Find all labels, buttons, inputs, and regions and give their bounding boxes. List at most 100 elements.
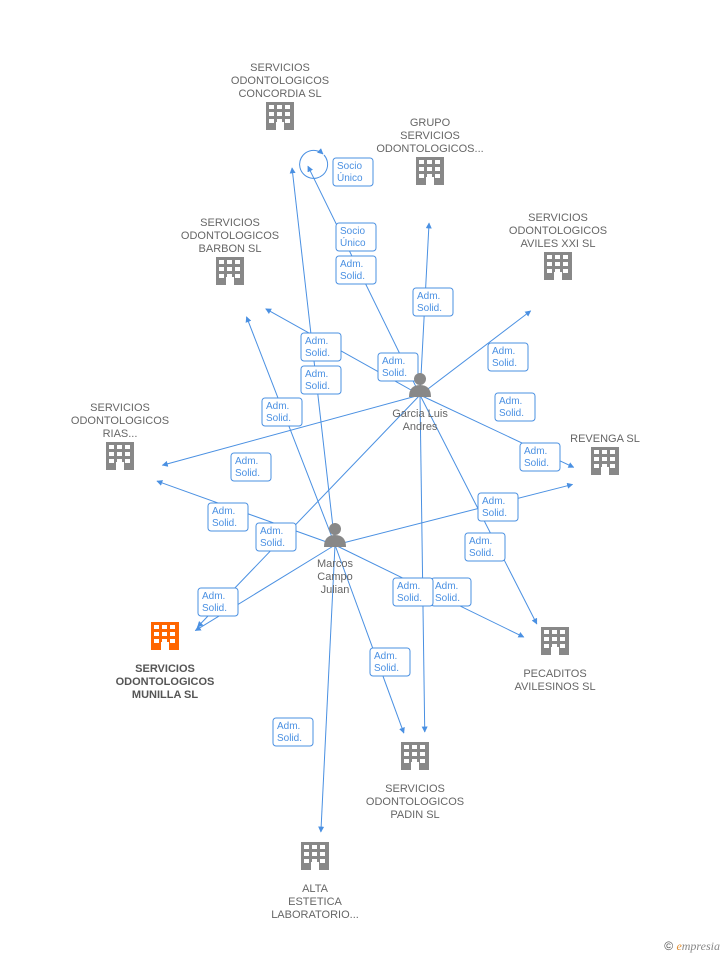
- company-label: ODONTOLOGICOS...: [376, 143, 483, 155]
- edge-label-text: Adm.: [212, 506, 235, 517]
- edge-label-text: Adm.: [492, 346, 515, 357]
- edge-label-text: Solid.: [374, 663, 399, 674]
- building-icon: [401, 742, 429, 770]
- edge-label-text: Solid.: [266, 413, 291, 424]
- copyright-footer: © empresia: [664, 939, 720, 954]
- company-label: ALTA: [302, 883, 329, 895]
- edge-label-text: Adm.: [266, 401, 289, 412]
- edge-label-text: Adm.: [202, 591, 225, 602]
- company-label: ODONTOLOGICOS: [509, 225, 607, 237]
- edge-label-text: Solid.: [469, 548, 494, 559]
- edge-label-text: Solid.: [277, 733, 302, 744]
- edge-label-text: Solid.: [305, 381, 330, 392]
- building-icon: [301, 842, 329, 870]
- edge: [420, 395, 425, 732]
- company-label: ODONTOLOGICOS: [181, 230, 279, 242]
- company-label: CONCORDIA SL: [238, 88, 321, 100]
- company-node: ALTAESTETICALABORATORIO...: [271, 842, 359, 921]
- edge-label-text: Adm.: [469, 536, 492, 547]
- company-node: REVENGA SL: [570, 433, 640, 475]
- building-icon: [106, 442, 134, 470]
- company-label: LABORATORIO...: [271, 909, 359, 921]
- edge-label-text: Socio: [337, 161, 362, 172]
- edge-label-text: Solid.: [382, 368, 407, 379]
- company-label: SERVICIOS: [250, 62, 310, 74]
- person-label: Garcia Luis: [392, 408, 448, 420]
- company-label: PADIN SL: [390, 809, 439, 821]
- company-node: GRUPOSERVICIOSODONTOLOGICOS...: [376, 117, 483, 185]
- edge-label-text: Solid.: [212, 518, 237, 529]
- edge-label-text: Adm.: [417, 291, 440, 302]
- building-icon: [591, 447, 619, 475]
- edge-label-text: Solid.: [235, 468, 260, 479]
- edge-label-text: Adm.: [524, 446, 547, 457]
- edge-label-text: Adm.: [340, 259, 363, 270]
- edge-label-text: Solid.: [435, 593, 460, 604]
- brand-rest: mpresia: [682, 939, 720, 953]
- person-icon: [324, 523, 346, 547]
- edge-label-text: Único: [340, 236, 366, 249]
- building-icon: [544, 252, 572, 280]
- edge: [266, 309, 420, 395]
- company-label: SERVICIOS: [135, 663, 195, 675]
- company-label: ESTETICA: [288, 896, 342, 908]
- company-label: SERVICIOS: [200, 217, 260, 229]
- company-label: ODONTOLOGICOS: [231, 75, 329, 87]
- company-label: SERVICIOS: [90, 402, 150, 414]
- edge-label-text: Adm.: [305, 336, 328, 347]
- edge-label-text: Adm.: [499, 396, 522, 407]
- company-label: RIAS...: [103, 428, 138, 440]
- network-diagram: SocioÚnicoSocioÚnicoAdm.Solid.Adm.Solid.…: [0, 0, 728, 960]
- company-node: SERVICIOSODONTOLOGICOSMUNILLA SL: [116, 622, 215, 701]
- company-label: GRUPO: [410, 117, 451, 129]
- edge-label-text: Solid.: [492, 358, 517, 369]
- building-icon: [216, 257, 244, 285]
- company-label: ODONTOLOGICOS: [366, 796, 464, 808]
- person-label: Andres: [403, 421, 438, 433]
- company-node: SERVICIOSODONTOLOGICOSPADIN SL: [366, 742, 464, 821]
- company-label: SERVICIOS: [400, 130, 460, 142]
- company-label: BARBON SL: [199, 243, 262, 255]
- edge-label-text: Adm.: [235, 456, 258, 467]
- edge-label-text: Solid.: [499, 408, 524, 419]
- edge-label-text: Solid.: [482, 508, 507, 519]
- edge-label-text: Adm.: [435, 581, 458, 592]
- building-icon: [151, 622, 179, 650]
- edge-label-text: Adm.: [277, 721, 300, 732]
- edge-label-text: Adm.: [305, 369, 328, 380]
- edge: [335, 484, 573, 545]
- company-node: PECADITOSAVILESINOS SL: [514, 627, 595, 693]
- edge-label-text: Solid.: [417, 303, 442, 314]
- edge-label-text: Adm.: [397, 581, 420, 592]
- person-label: Marcos: [317, 558, 354, 570]
- company-label: PECADITOS: [523, 668, 586, 680]
- building-icon: [266, 102, 294, 130]
- building-icon: [541, 627, 569, 655]
- company-label: MUNILLA SL: [132, 689, 198, 701]
- edge-label-text: Solid.: [524, 458, 549, 469]
- edge-label-text: Adm.: [260, 526, 283, 537]
- company-node: SERVICIOSODONTOLOGICOSRIAS...: [71, 402, 169, 470]
- copyright-symbol: ©: [664, 939, 673, 953]
- edge-label-text: Adm.: [482, 496, 505, 507]
- company-node: SERVICIOSODONTOLOGICOSAVILES XXI SL: [509, 212, 607, 280]
- edge-label-text: Solid.: [340, 271, 365, 282]
- edge-label-text: Adm.: [382, 356, 405, 367]
- edge-label-text: Solid.: [260, 538, 285, 549]
- company-node: SERVICIOSODONTOLOGICOSBARBON SL: [181, 217, 279, 285]
- company-label: ODONTOLOGICOS: [116, 676, 215, 688]
- edge-label-text: Solid.: [397, 593, 422, 604]
- person-node: MarcosCampoJulian: [317, 523, 354, 596]
- person-label: Campo: [317, 571, 352, 583]
- edge-label-text: Único: [337, 171, 363, 184]
- company-node: SERVICIOSODONTOLOGICOSCONCORDIA SL: [231, 62, 329, 130]
- person-label: Julian: [321, 584, 350, 596]
- edge-label-text: Solid.: [305, 348, 330, 359]
- edge-selfloop: [300, 150, 328, 178]
- edge-label-text: Solid.: [202, 603, 227, 614]
- building-icon: [416, 157, 444, 185]
- company-label: ODONTOLOGICOS: [71, 415, 169, 427]
- company-label: AVILESINOS SL: [514, 681, 595, 693]
- company-label: SERVICIOS: [385, 783, 445, 795]
- company-label: AVILES XXI SL: [520, 238, 595, 250]
